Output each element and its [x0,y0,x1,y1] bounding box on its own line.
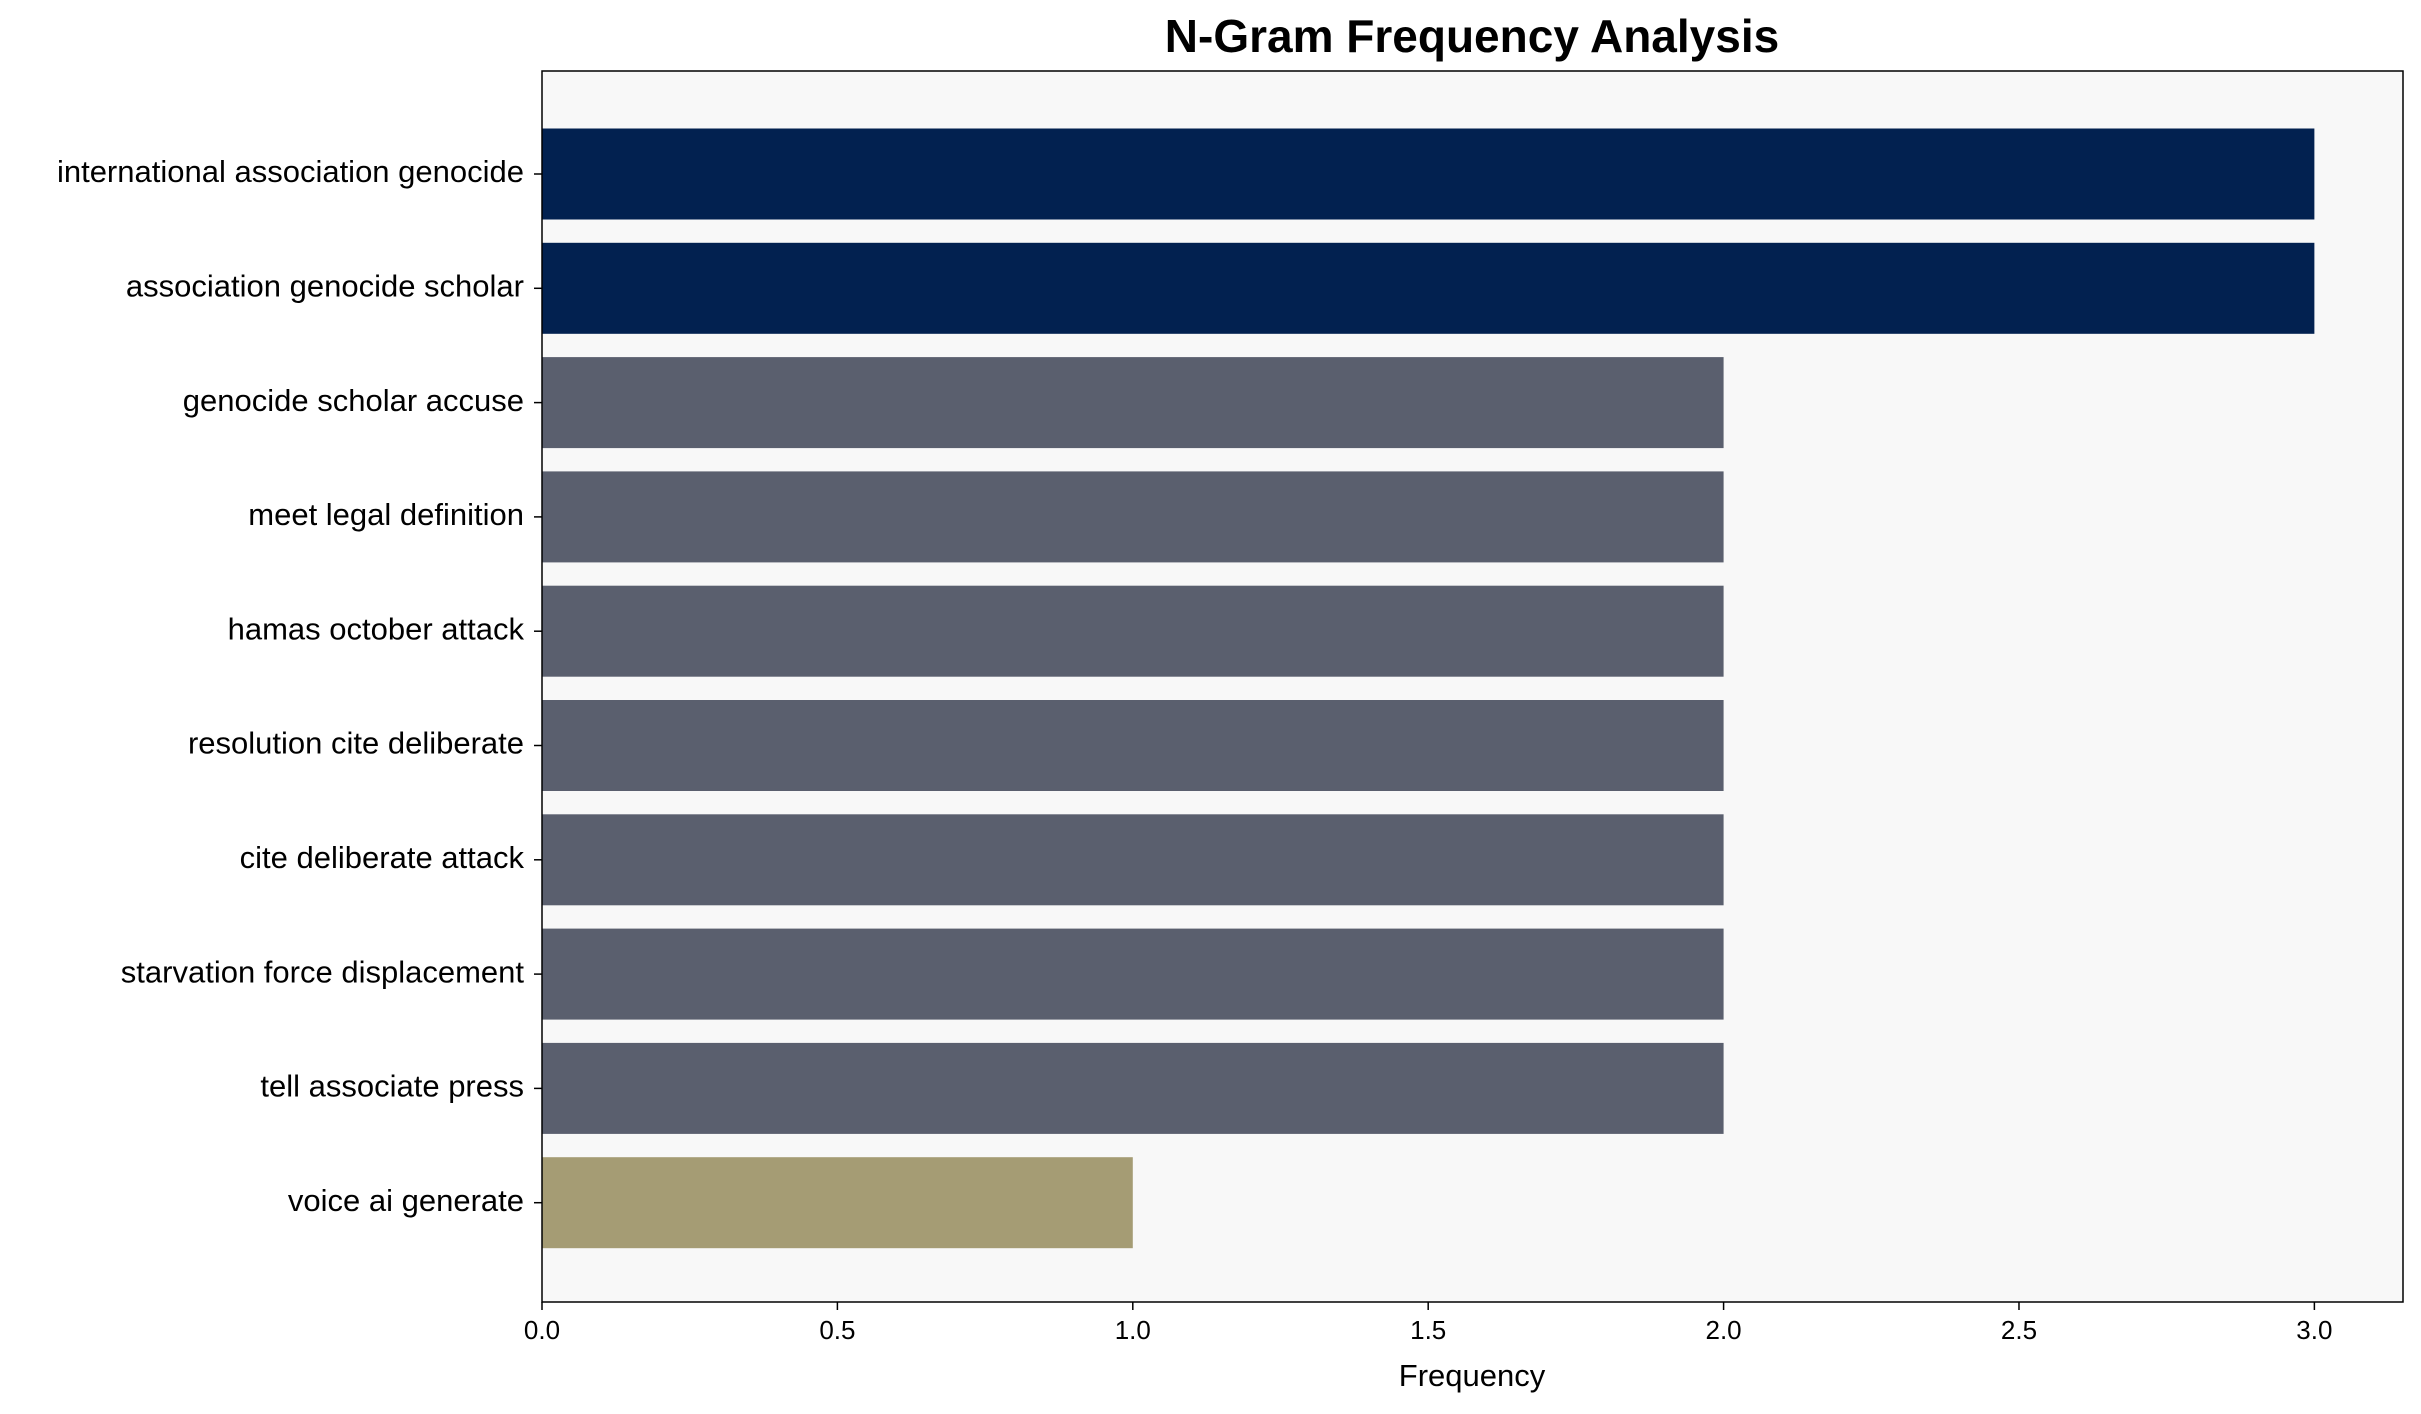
x-tick-label: 3.0 [2296,1315,2332,1345]
y-tick-label: cite deliberate attack [240,840,525,875]
y-tick-label: meet legal definition [248,497,524,532]
y-tick-label: tell associate press [260,1069,524,1104]
plot-frame [541,70,2404,1303]
x-tick-label: 0.0 [524,1315,560,1345]
x-tick-label: 2.0 [1706,1315,1742,1345]
bar [542,242,2315,334]
y-tick-label: starvation force displacement [121,954,525,989]
x-tick-label: 2.5 [2001,1315,2037,1345]
x-tick-label: 1.5 [1410,1315,1446,1345]
bar [542,700,1724,791]
y-tick-label: genocide scholar accuse [183,383,524,418]
y-tick-label: voice ai generate [288,1183,524,1218]
bar [542,928,1724,1020]
bar [542,585,1724,677]
x-tick-label: 0.5 [819,1315,855,1345]
bar [542,814,1724,906]
bar [542,357,1724,449]
bar [542,471,1724,563]
x-axis-label: Frequency [1399,1358,1546,1393]
x-tick-label: 1.0 [1115,1315,1151,1345]
y-tick-label: international association genocide [57,154,524,189]
bar [542,1042,1724,1134]
bar [542,128,2315,220]
y-tick-label: resolution cite deliberate [188,726,524,761]
chart-title: N-Gram Frequency Analysis [1165,10,1779,62]
y-tick-label: hamas october attack [228,611,525,646]
bar [542,1157,1133,1249]
y-tick-label: association genocide scholar [126,268,524,303]
